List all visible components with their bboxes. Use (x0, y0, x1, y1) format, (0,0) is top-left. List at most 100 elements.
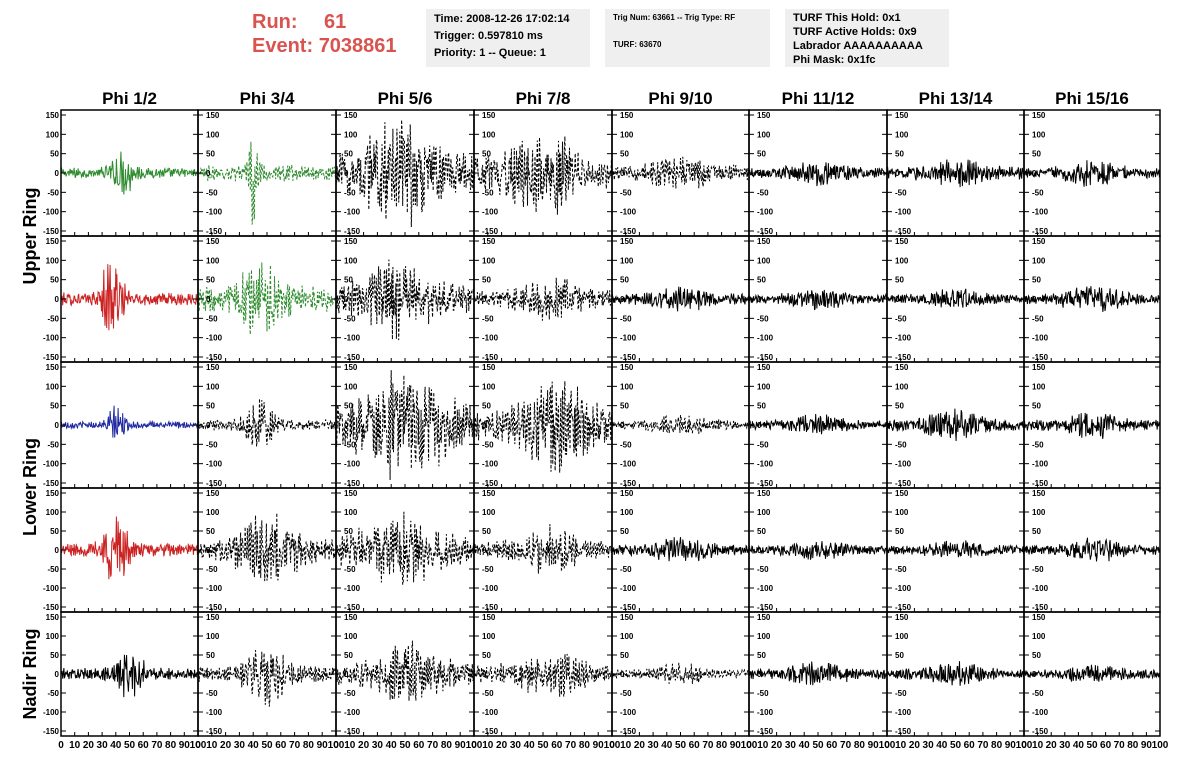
x-tick-label: 20 (83, 740, 95, 751)
y-tick-label: -50 (344, 188, 356, 197)
y-tick-label: 0 (206, 546, 211, 555)
y-tick-label: 0 (1032, 670, 1037, 679)
waveform-trace (886, 408, 1025, 442)
ring-label: Upper Ring (20, 188, 40, 285)
y-tick-label: 150 (482, 111, 496, 120)
y-tick-label: 150 (344, 363, 358, 372)
y-tick-label: 100 (620, 632, 634, 641)
y-tick-label: 50 (206, 402, 215, 411)
x-tick-label: 20 (1046, 740, 1058, 751)
y-tick-label: -50 (344, 440, 356, 449)
waveform-trace (473, 136, 613, 215)
x-tick-label: 80 (303, 740, 315, 751)
y-tick-label: 150 (206, 489, 220, 498)
y-tick-label: 150 (1032, 363, 1046, 372)
x-tick-label: 20 (909, 740, 921, 751)
y-tick-label: -50 (206, 565, 218, 574)
waveform-trace (748, 162, 888, 187)
y-tick-label: 150 (895, 363, 909, 372)
x-tick-label: 30 (1059, 740, 1071, 751)
y-tick-label: 50 (206, 150, 215, 159)
x-tick-label: 40 (524, 740, 536, 751)
y-tick-label: -150 (344, 479, 361, 488)
y-tick-label: -100 (43, 708, 60, 717)
y-tick-label: 0 (620, 421, 625, 430)
y-tick-label: -50 (47, 689, 59, 698)
x-tick-label: 20 (220, 740, 232, 751)
x-tick-label: 80 (1127, 740, 1139, 751)
y-tick-label: 0 (757, 670, 762, 679)
y-tick-label: -50 (482, 314, 494, 323)
x-tick-label: 10 (620, 740, 632, 751)
y-tick-label: 50 (344, 150, 353, 159)
y-tick-label: -50 (757, 188, 769, 197)
y-tick-label: -50 (1032, 314, 1044, 323)
x-tick-label: 90 (1141, 740, 1153, 751)
y-tick-label: 150 (620, 613, 634, 622)
y-tick-label: 0 (757, 169, 762, 178)
waveform-trace (197, 398, 337, 447)
x-tick-label: 100 (466, 740, 483, 751)
y-tick-label: -100 (344, 208, 361, 217)
y-tick-label: 100 (206, 382, 220, 391)
y-tick-label: 0 (1032, 169, 1037, 178)
y-tick-label: -100 (757, 584, 774, 593)
y-tick-label: 150 (46, 489, 60, 498)
y-tick-label: 100 (206, 632, 220, 641)
column-header: Phi 3/4 (240, 89, 295, 108)
y-tick-label: -100 (482, 460, 499, 469)
y-tick-label: 100 (46, 382, 60, 391)
x-tick-label: 20 (634, 740, 646, 751)
column-header: Phi 11/12 (782, 89, 855, 108)
y-tick-label: 150 (206, 613, 220, 622)
y-tick-label: -150 (620, 479, 637, 488)
column-header: Phi 1/2 (102, 89, 157, 108)
turf-id-text: TURF: 63670 (613, 40, 662, 49)
y-tick-label: -100 (895, 334, 912, 343)
x-tick-label: 70 (427, 740, 439, 751)
x-tick-label: 80 (441, 740, 453, 751)
y-tick-label: 100 (206, 256, 220, 265)
y-tick-label: 0 (895, 295, 900, 304)
y-tick-label: -150 (620, 603, 637, 612)
x-tick-label: 40 (1073, 740, 1085, 751)
y-tick-label: -150 (43, 353, 60, 362)
y-tick-label: 0 (620, 169, 625, 178)
y-tick-label: -150 (1032, 603, 1049, 612)
y-tick-label: 100 (620, 130, 634, 139)
x-tick-label: 50 (675, 740, 687, 751)
y-tick-label: -150 (206, 227, 223, 236)
waveform-trace (611, 662, 750, 684)
x-tick-label: 90 (593, 740, 605, 751)
waveform-trace (335, 640, 475, 701)
y-tick-label: -150 (482, 603, 499, 612)
y-tick-label: 0 (757, 295, 762, 304)
y-tick-label: -50 (344, 689, 356, 698)
y-tick-label: 0 (206, 670, 211, 679)
y-tick-label: -150 (1032, 479, 1049, 488)
x-tick-label: 70 (840, 740, 852, 751)
waveform-trace (335, 370, 475, 481)
x-tick-label: 90 (455, 740, 467, 751)
y-tick-label: -50 (206, 440, 218, 449)
y-tick-label: 150 (1032, 489, 1046, 498)
y-tick-label: -150 (620, 727, 637, 736)
y-tick-label: -50 (757, 565, 769, 574)
waveform-trace (1023, 664, 1161, 682)
x-tick-label: 100 (1016, 740, 1033, 751)
y-tick-label: -50 (1032, 689, 1044, 698)
y-tick-label: 0 (55, 421, 60, 430)
x-tick-label: 80 (716, 740, 728, 751)
y-tick-label: 100 (757, 508, 771, 517)
y-tick-label: -50 (757, 314, 769, 323)
x-tick-label: 100 (604, 740, 621, 751)
y-tick-label: -50 (344, 314, 356, 323)
x-tick-label: 20 (358, 740, 370, 751)
y-tick-label: 150 (344, 111, 358, 120)
y-tick-label: -100 (757, 208, 774, 217)
y-tick-label: -150 (895, 603, 912, 612)
y-tick-label: -100 (344, 708, 361, 717)
x-tick-label: 60 (413, 740, 425, 751)
y-tick-label: 150 (206, 111, 220, 120)
y-tick-label: -100 (620, 208, 637, 217)
